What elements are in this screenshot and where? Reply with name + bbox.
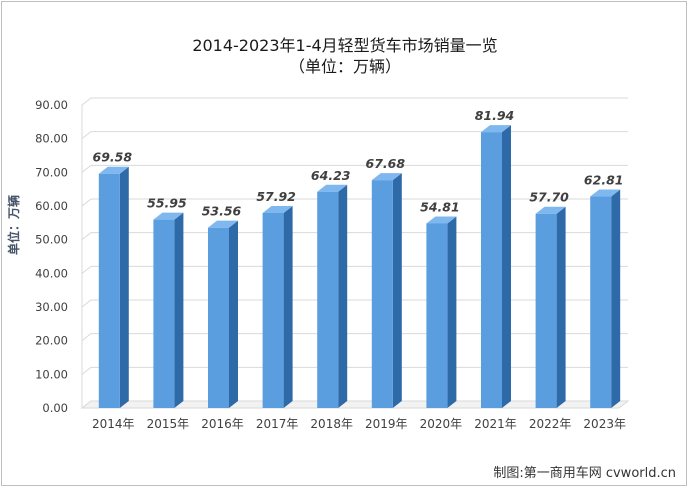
x-tick-label: 2015年 bbox=[147, 417, 190, 431]
chart-subtitle: （单位：万辆） bbox=[288, 57, 401, 76]
bar-top bbox=[371, 173, 402, 181]
data-label: 81.94 bbox=[475, 108, 515, 123]
data-label: 55.95 bbox=[147, 196, 187, 211]
y-tick-label: 80.00 bbox=[35, 132, 68, 146]
bar-top bbox=[481, 125, 511, 133]
data-label: 67.68 bbox=[366, 156, 406, 171]
bar-top bbox=[153, 212, 184, 220]
bar-side bbox=[119, 166, 129, 408]
bar bbox=[98, 173, 120, 408]
bar-top bbox=[208, 220, 238, 228]
bar-side bbox=[392, 173, 402, 408]
x-tick-label: 2021年 bbox=[474, 417, 517, 431]
data-label: 53.56 bbox=[202, 204, 242, 219]
x-tick-label: 2016年 bbox=[201, 417, 244, 431]
data-label: 57.92 bbox=[256, 189, 296, 204]
y-tick-label: 50.00 bbox=[35, 233, 68, 247]
bar-top bbox=[98, 166, 129, 174]
bar bbox=[317, 191, 339, 408]
y-tick-label: 40.00 bbox=[35, 266, 68, 280]
data-label: 69.58 bbox=[93, 150, 133, 165]
gridline bbox=[81, 198, 628, 207]
gridline bbox=[81, 131, 628, 140]
bar-side bbox=[502, 125, 511, 409]
x-tick-label: 2019年 bbox=[365, 417, 408, 431]
bar bbox=[426, 223, 448, 408]
bar bbox=[481, 132, 502, 409]
bar bbox=[371, 180, 393, 408]
y-tick-label: 20.00 bbox=[35, 334, 68, 348]
bar-side bbox=[283, 206, 293, 408]
y-axis-label: 单位：万辆 bbox=[6, 195, 21, 255]
x-tick-label: 2022年 bbox=[529, 417, 572, 431]
y-tick-label: 30.00 bbox=[35, 300, 68, 314]
credit-text: 制图:第一商用车网 cvworld.cn bbox=[493, 466, 676, 481]
y-tick-label: 70.00 bbox=[35, 165, 68, 179]
bar-side bbox=[611, 189, 621, 408]
y-tick-label: 60.00 bbox=[35, 199, 68, 213]
bar bbox=[208, 227, 229, 408]
gridline bbox=[81, 164, 628, 173]
bar-top bbox=[590, 189, 621, 197]
x-tick-label: 2017年 bbox=[256, 417, 299, 431]
bar-side bbox=[447, 216, 457, 408]
bar-top bbox=[426, 216, 457, 224]
bar-side bbox=[229, 220, 238, 408]
x-tick-label: 2020年 bbox=[420, 417, 463, 431]
x-tick-label: 2023年 bbox=[583, 417, 626, 431]
chart-title: 2014-2023年1-4月轻型货车市场销量一览 bbox=[192, 36, 498, 55]
y-tick-label: 0.00 bbox=[42, 401, 68, 415]
y-tick-label: 90.00 bbox=[35, 98, 68, 112]
y-tick-label: 10.00 bbox=[35, 367, 68, 381]
bar bbox=[535, 213, 557, 408]
gridline bbox=[81, 97, 628, 106]
bar-top bbox=[317, 184, 348, 192]
bar bbox=[153, 219, 175, 408]
data-label: 64.23 bbox=[311, 168, 351, 183]
x-tick-label: 2018年 bbox=[310, 417, 353, 431]
bar bbox=[262, 213, 284, 408]
data-label: 54.81 bbox=[420, 199, 460, 214]
bar bbox=[590, 196, 612, 408]
bar-side bbox=[174, 212, 184, 408]
data-label: 62.81 bbox=[584, 173, 624, 188]
bar-side bbox=[556, 206, 566, 408]
bar-top bbox=[535, 206, 566, 214]
x-tick-label: 2014年 bbox=[92, 417, 135, 431]
data-label: 57.70 bbox=[529, 190, 569, 205]
bar-side bbox=[338, 184, 348, 408]
bar-top bbox=[262, 206, 293, 214]
